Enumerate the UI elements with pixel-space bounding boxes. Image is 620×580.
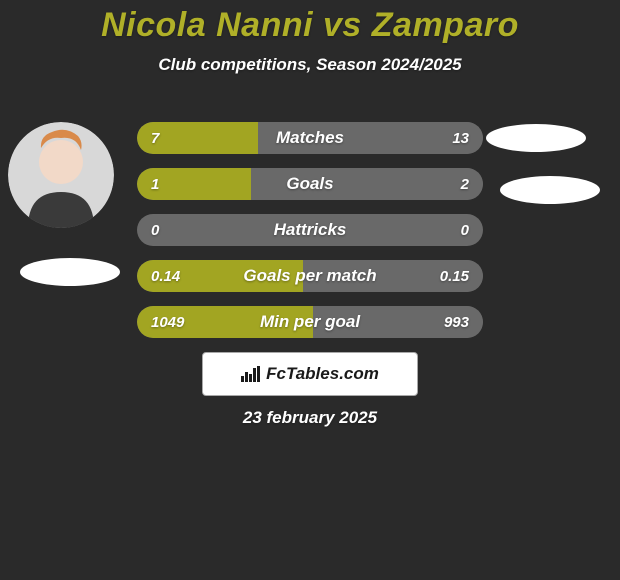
stat-value-right: 0 <box>461 214 469 246</box>
stat-label: Min per goal <box>137 306 483 338</box>
stat-label: Matches <box>137 122 483 154</box>
stat-row: 0Hattricks0 <box>137 214 483 246</box>
stat-value-right: 2 <box>461 168 469 200</box>
comparison-card: Nicola Nanni vs Zamparo Club competition… <box>0 0 620 580</box>
branding-text: FcTables.com <box>266 364 379 384</box>
branding-badge: FcTables.com <box>202 352 418 396</box>
stat-row: 7Matches13 <box>137 122 483 154</box>
date-label: 23 february 2025 <box>0 408 620 428</box>
stat-value-right: 0.15 <box>440 260 469 292</box>
stat-row: 1049Min per goal993 <box>137 306 483 338</box>
bar-chart-icon <box>241 366 260 382</box>
stat-label: Goals per match <box>137 260 483 292</box>
player-right-avatar <box>486 124 586 152</box>
stat-label: Goals <box>137 168 483 200</box>
player-left-avatar <box>8 122 114 228</box>
page-title: Nicola Nanni vs Zamparo <box>0 0 620 45</box>
player-left-flag <box>20 258 120 286</box>
stat-row: 1Goals2 <box>137 168 483 200</box>
stat-value-right: 13 <box>452 122 469 154</box>
stat-label: Hattricks <box>137 214 483 246</box>
stat-row: 0.14Goals per match0.15 <box>137 260 483 292</box>
avatar-placeholder-icon <box>8 122 114 228</box>
subtitle: Club competitions, Season 2024/2025 <box>0 55 620 75</box>
stats-container: 7Matches13 1Goals2 0Hattricks0 0.14Goals pe… <box>137 122 483 352</box>
player-right-flag <box>500 176 600 204</box>
stat-value-right: 993 <box>444 306 469 338</box>
